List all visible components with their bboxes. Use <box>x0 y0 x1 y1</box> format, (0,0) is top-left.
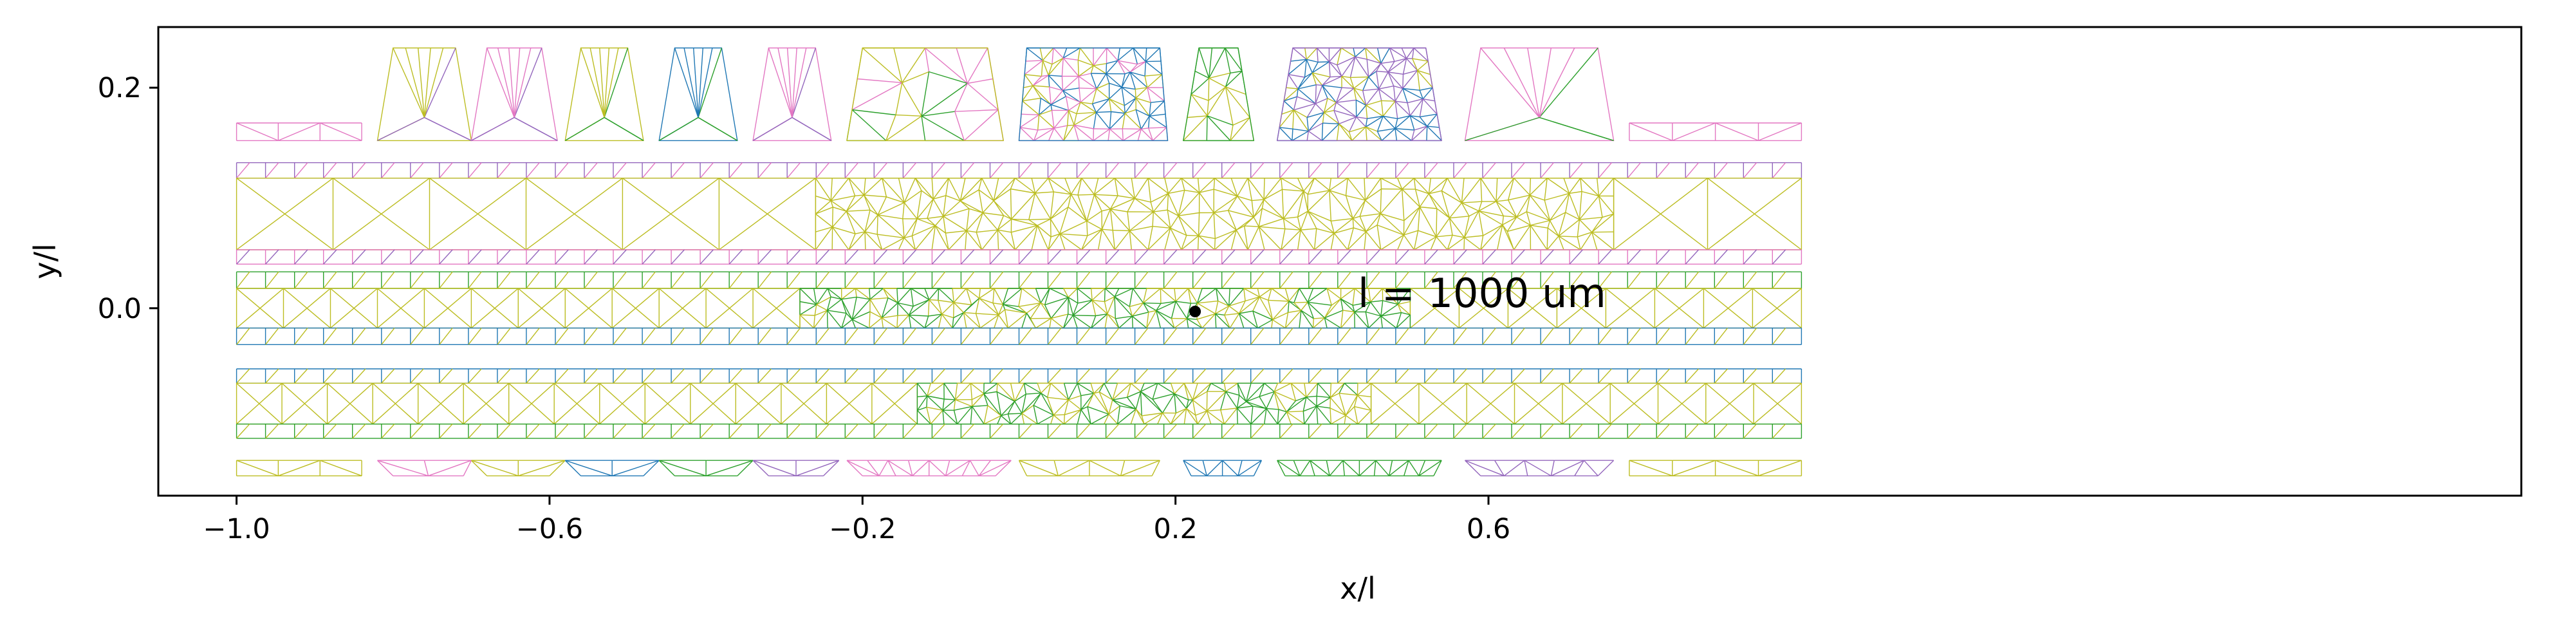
mesh-region <box>658 460 754 476</box>
mesh-region <box>1182 47 1255 142</box>
mesh-region <box>564 460 660 476</box>
y-tick-label: 0.2 <box>98 72 142 104</box>
axes-frame <box>157 26 2523 497</box>
mesh-region <box>1464 47 1615 142</box>
mesh-region <box>1183 460 1263 476</box>
mesh-region <box>470 47 558 142</box>
mesh-region <box>752 460 840 476</box>
mesh-region <box>1465 460 1615 476</box>
x-axis-ticks: −1.0 −0.6 −0.2 0.2 0.6 <box>203 496 1510 545</box>
mesh-region <box>236 178 1802 250</box>
mesh-region <box>236 460 362 476</box>
x-tick-label: −0.6 <box>516 513 583 545</box>
y-tick-label: 0.0 <box>98 293 142 325</box>
mesh-layer <box>236 47 1802 476</box>
mesh-region <box>564 47 644 142</box>
mesh-region <box>658 47 738 142</box>
mesh-region <box>1629 122 1802 142</box>
mesh-region <box>470 460 566 476</box>
mesh-region <box>1277 460 1442 476</box>
x-tick-label: 0.2 <box>1153 513 1197 545</box>
mesh-region <box>236 424 1802 439</box>
mesh-region <box>236 327 1802 345</box>
mesh-region <box>236 249 1802 265</box>
x-tick-label: −0.2 <box>829 513 896 545</box>
mesh-region <box>236 162 1802 179</box>
scale-annotation: l = 1000 um <box>1358 270 1606 317</box>
mesh-region <box>846 47 1005 142</box>
x-axis-label: x/l <box>1340 571 1376 606</box>
mesh-region <box>376 47 472 142</box>
reference-point-marker <box>1189 305 1201 317</box>
mesh-region <box>1018 47 1169 142</box>
x-tick-label: −1.0 <box>203 513 270 545</box>
y-axis-label: y/l <box>28 243 62 279</box>
mesh-region <box>1276 47 1442 142</box>
mesh-region <box>1629 460 1802 476</box>
mesh-region <box>846 460 1012 476</box>
mesh-region <box>1018 460 1160 476</box>
mesh-region <box>236 368 1802 384</box>
mesh-region <box>236 122 362 142</box>
mesh-region <box>236 382 1802 425</box>
y-axis-ticks: 0.0 0.2 <box>98 72 158 325</box>
mesh-region <box>377 460 472 476</box>
x-tick-label: 0.6 <box>1467 513 1510 545</box>
mesh-region <box>752 47 832 142</box>
